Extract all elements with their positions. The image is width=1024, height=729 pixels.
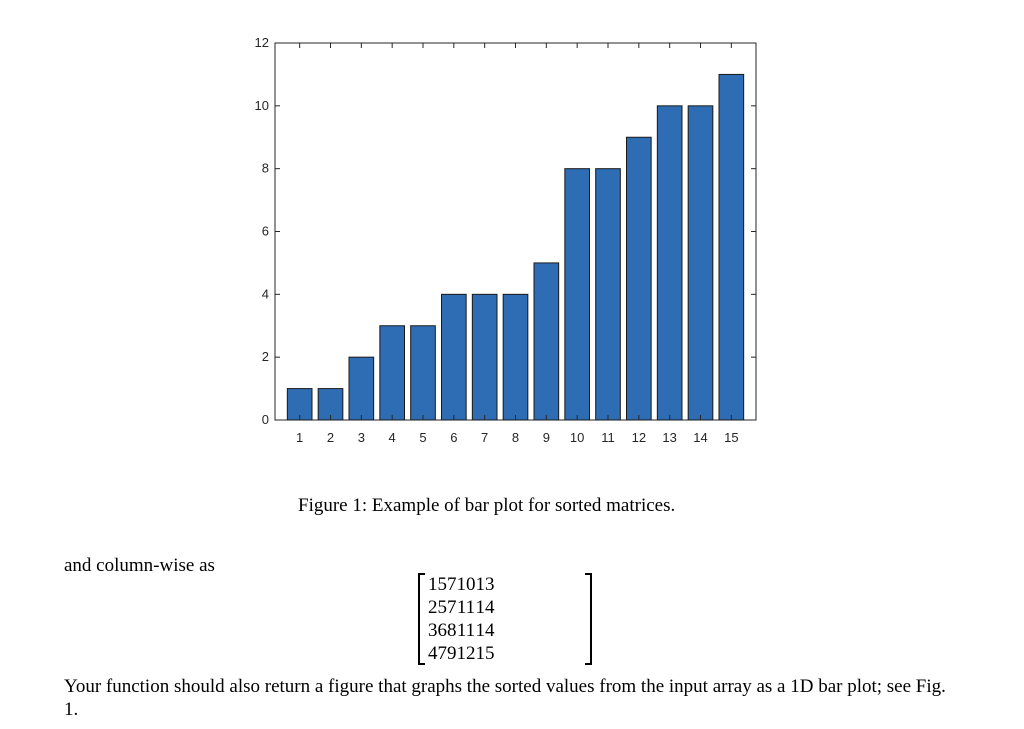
x-tick-label: 8 (512, 430, 519, 445)
x-tick-label: 15 (724, 430, 738, 445)
bar (348, 356, 375, 421)
matrix-cell: 14 (475, 597, 495, 618)
x-tick-label: 7 (481, 430, 488, 445)
matrix-row: 4 7 9 12 15 (428, 642, 495, 665)
y-tick-label: 2 (262, 349, 269, 364)
bar (441, 293, 467, 421)
y-tick-label: 8 (262, 161, 269, 176)
x-tick-label: 4 (389, 430, 396, 445)
matrix-cell: 4 (428, 643, 438, 664)
x-tick-label: 13 (662, 430, 676, 445)
x-tick-label: 2 (327, 430, 334, 445)
matrix-cell: 9 (447, 643, 457, 664)
matrix-cell: 7 (447, 597, 457, 618)
bar (533, 262, 560, 421)
x-tick-label: 3 (358, 430, 365, 445)
bar (564, 168, 590, 421)
matrix-cell: 6 (437, 620, 448, 641)
matrix-cell: 8 (447, 620, 457, 641)
bar (471, 293, 498, 421)
matrix-cell: 10 (456, 574, 476, 595)
x-tick-label: 11 (601, 430, 615, 445)
matrix-row: 3 6 8 11 14 (428, 619, 495, 642)
bar (379, 325, 406, 421)
matrix-row: 2 5 7 11 14 (428, 596, 495, 619)
x-tick-label: 1 (296, 430, 303, 445)
matrix-cell: 3 (428, 620, 438, 641)
bar (626, 136, 652, 421)
matrix-right-bracket (585, 573, 592, 665)
matrix-cell: 11 (456, 620, 476, 641)
matrix-cell: 13 (475, 574, 495, 595)
x-tick-label: 9 (543, 430, 550, 445)
figure-caption: Figure 1: Example of bar plot for sorted… (298, 495, 676, 516)
x-tick-label: 14 (693, 430, 707, 445)
matrix-cell: 2 (428, 597, 438, 618)
x-tick-label: 10 (570, 430, 584, 445)
bar (502, 293, 529, 421)
y-tick-label: 12 (255, 35, 269, 50)
matrix-left-bracket (418, 573, 425, 665)
bar (656, 105, 683, 421)
x-tick-label: 5 (419, 430, 426, 445)
bar (718, 73, 745, 421)
y-tick-label: 10 (255, 98, 269, 113)
y-tick-label: 4 (262, 286, 269, 301)
y-tick-label: 0 (262, 412, 269, 427)
matrix-cell: 1 (428, 574, 438, 595)
matrix-cell: 7 (447, 574, 457, 595)
matrix-cell: 11 (456, 597, 476, 618)
bar (410, 325, 436, 421)
matrix-cell: 14 (475, 620, 495, 641)
x-tick-label: 12 (632, 430, 646, 445)
matrix-cell: 15 (475, 643, 495, 664)
body-paragraph: Your function should also return a figur… (64, 676, 946, 720)
bar (595, 168, 621, 421)
intro-text: and column-wise as (64, 555, 215, 576)
y-tick-label: 6 (262, 224, 269, 239)
matrix-cell: 5 (437, 574, 448, 595)
matrix-cell: 7 (437, 643, 448, 664)
matrix-cell: 12 (456, 643, 476, 664)
x-tick-label: 6 (450, 430, 457, 445)
matrix-cell: 5 (437, 597, 448, 618)
matrix-row: 1 5 7 10 13 (428, 573, 495, 596)
matrix-table: 1 5 7 10 13 2 5 7 11 14 3 6 8 11 14 4 7 9 12 15 (428, 573, 495, 665)
bar (687, 105, 714, 421)
